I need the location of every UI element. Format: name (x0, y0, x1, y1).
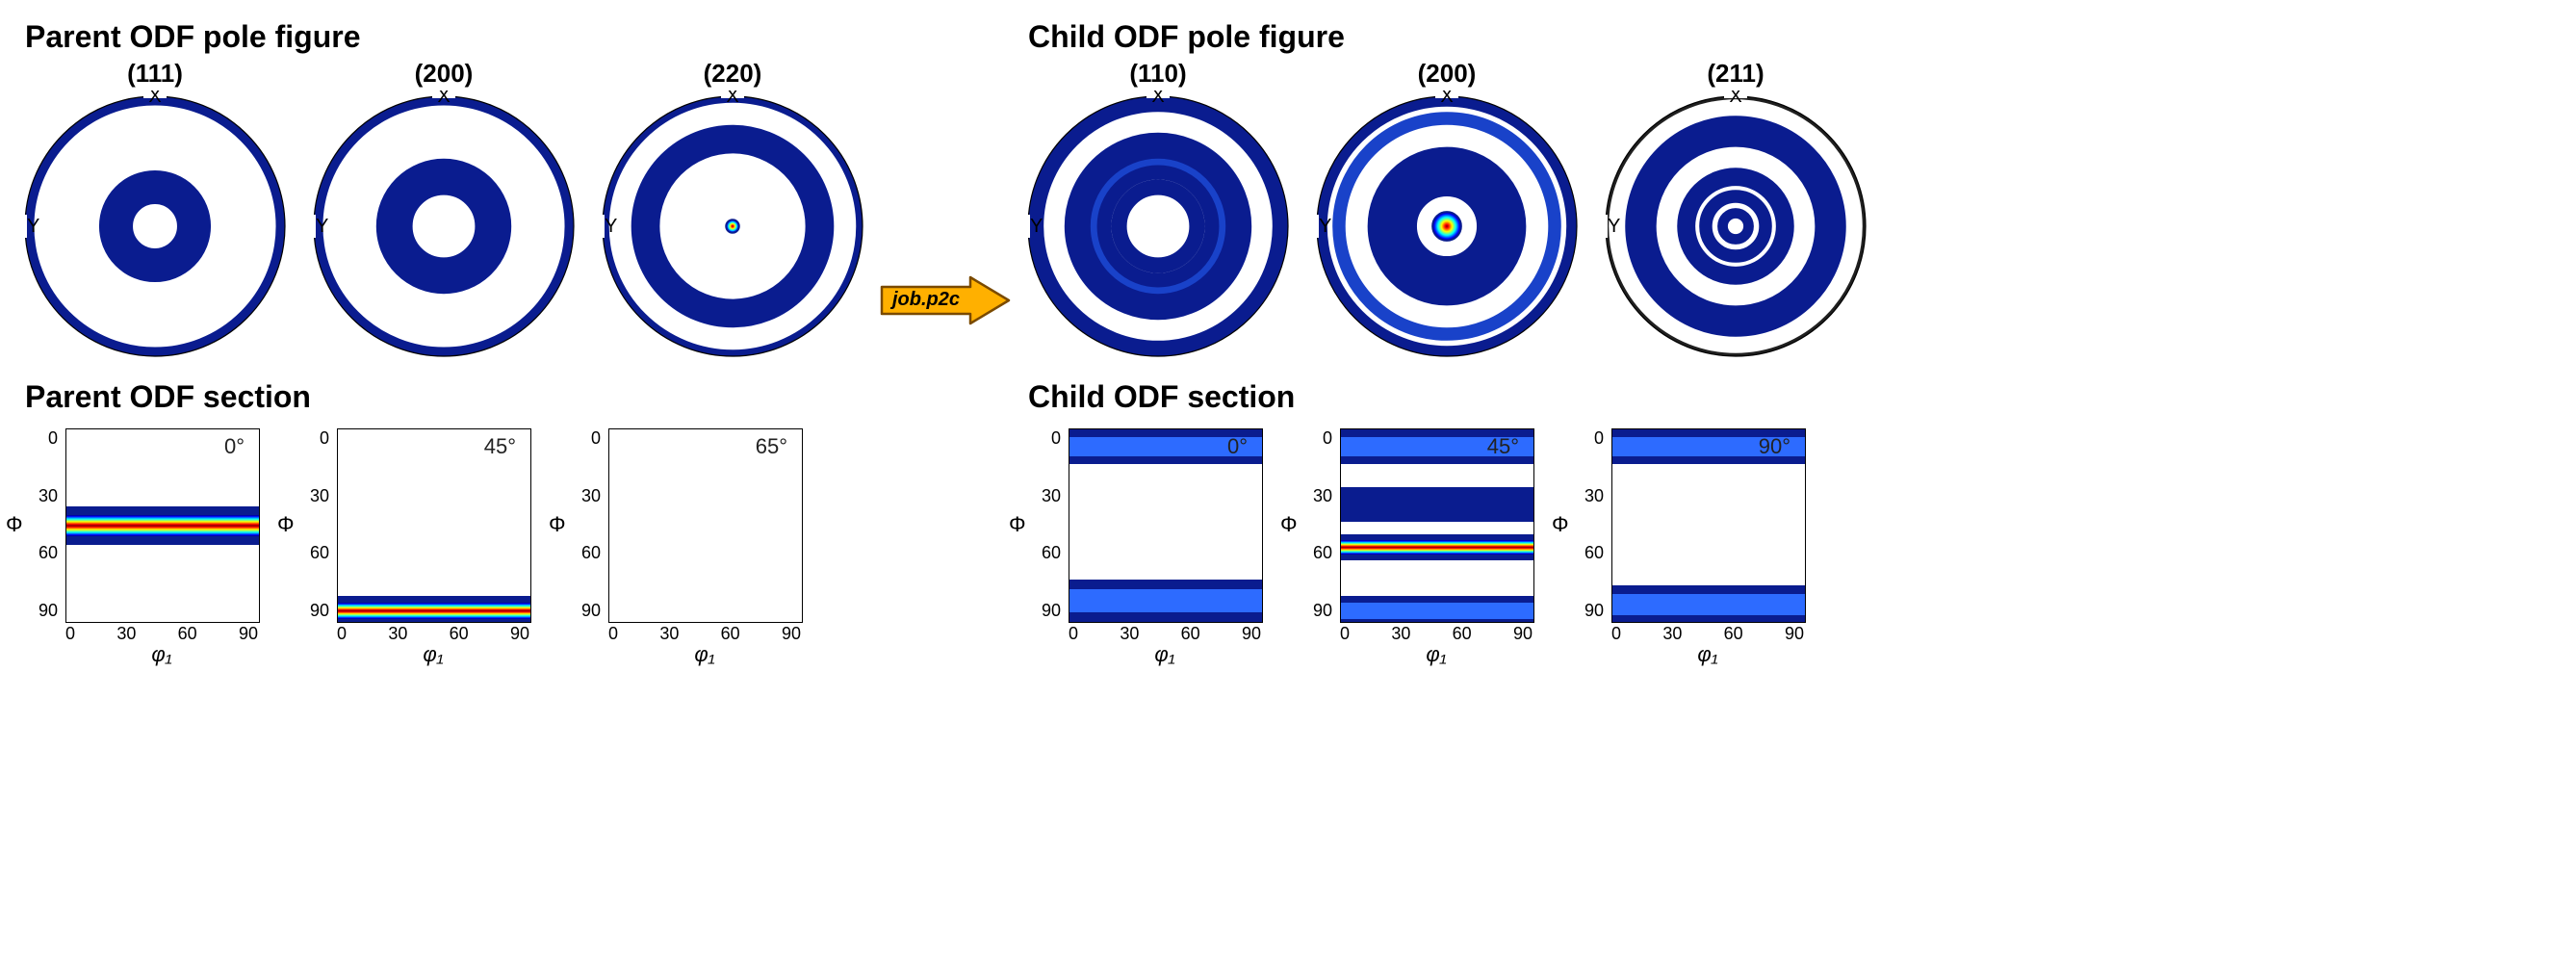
parent-sec-row: 0°03060900306090Φφ₁ 45°03060900306090Φφ₁ 6… (25, 428, 868, 659)
svg-text:Y: Y (1608, 216, 1620, 237)
svg-text:X: X (437, 90, 450, 107)
child-section-2-xlabel: φ₁ (1697, 642, 1717, 667)
parent-section-0-phi2-label: 0° (224, 434, 245, 459)
parent-section-1-ylabel: Φ (277, 512, 295, 537)
child-sec-row: 0°03060900306090Φφ₁ 45°03060900306090Φφ₁ 9… (1028, 428, 1871, 659)
parent-section-0: 0°03060900306090Φφ₁ (65, 428, 258, 621)
child-section-1-phi2-label: 45° (1487, 434, 1519, 459)
svg-text:Y: Y (316, 216, 328, 237)
child-polefig-2: (211)XY (1600, 59, 1871, 362)
child-polefig-2-label: (211) (1707, 59, 1764, 89)
parent-polefig-1-plot: XY (308, 90, 580, 362)
parent-section-0-ylabel: Φ (6, 512, 23, 537)
child-section-2-ylabel: Φ (1552, 512, 1569, 537)
child-section-2-phi2-label: 90° (1759, 434, 1790, 459)
p2c-arrow-icon: job.p2c (878, 273, 1013, 327)
parent-section-2-ylabel: Φ (549, 512, 566, 537)
parent-section-2: 65°03060900306090Φφ₁ (608, 428, 801, 621)
child-polefig-0-label: (110) (1129, 59, 1186, 89)
child-polefig-1-plot: XY (1311, 90, 1583, 362)
child-section-0-phi2-label: 0° (1227, 434, 1248, 459)
parent-section-2-phi2-label: 65° (756, 434, 787, 459)
child-section-0: 0°03060900306090Φφ₁ (1069, 428, 1261, 621)
parent-polefig-2-label: (220) (704, 59, 762, 89)
child-polefig-0: (110)XY (1022, 59, 1294, 362)
parent-section-1: 45°03060900306090Φφ₁ (337, 428, 529, 621)
child-pf-title: Child ODF pole figure (1028, 19, 1871, 55)
svg-text:X: X (1440, 90, 1453, 107)
child-section-1-ylabel: Φ (1280, 512, 1298, 537)
child-section-1: 45°03060900306090Φφ₁ (1340, 428, 1533, 621)
parent-section-1-phi2-label: 45° (484, 434, 516, 459)
child-pf-row: (110)XY(200)XY(211)XY (1022, 59, 1871, 362)
parent-polefig-0: (111)XY (19, 59, 291, 362)
svg-text:Y: Y (605, 216, 617, 237)
svg-text:X: X (148, 90, 161, 107)
parent-polefig-2: (220)XY (597, 59, 868, 362)
child-sec-title: Child ODF section (1028, 379, 1871, 415)
arrow-column: job.p2c (868, 19, 1022, 366)
parent-section-1-xlabel: φ₁ (423, 642, 443, 667)
child-polefig-2-plot: XY (1600, 90, 1871, 362)
child-section-0-ylabel: Φ (1009, 512, 1026, 537)
parent-polefig-0-label: (111) (127, 59, 183, 89)
svg-text:Y: Y (27, 216, 39, 237)
child-polefig-1-label: (200) (1418, 59, 1477, 89)
parent-block: Parent ODF pole figure (111)XY(200)XY(22… (19, 19, 868, 659)
child-polefig-1: (200)XY (1311, 59, 1583, 362)
parent-polefig-0-plot: XY (19, 90, 291, 362)
child-section-0-xlabel: φ₁ (1154, 642, 1174, 667)
svg-text:X: X (1151, 90, 1164, 107)
svg-text:Y: Y (1319, 216, 1331, 237)
child-section-1-band-1 (1341, 487, 1533, 522)
child-section-2: 90°03060900306090Φφ₁ (1611, 428, 1804, 621)
parent-section-2-xlabel: φ₁ (694, 642, 714, 667)
child-polefig-0-plot: XY (1022, 90, 1294, 362)
child-block: Child ODF pole figure (110)XY(200)XY(211… (1022, 19, 1871, 659)
parent-polefig-1-label: (200) (415, 59, 474, 89)
parent-polefig-2-plot: XY (597, 90, 868, 362)
child-section-1-xlabel: φ₁ (1426, 642, 1446, 667)
svg-text:X: X (1729, 90, 1741, 107)
parent-polefig-1: (200)XY (308, 59, 580, 362)
svg-text:X: X (726, 90, 738, 107)
parent-sec-title: Parent ODF section (25, 379, 868, 415)
parent-pf-row: (111)XY(200)XY(220)XY (19, 59, 868, 362)
svg-text:job.p2c: job.p2c (889, 289, 960, 310)
top-row: Parent ODF pole figure (111)XY(200)XY(22… (19, 19, 2557, 659)
parent-pf-title: Parent ODF pole figure (25, 19, 868, 55)
parent-section-0-xlabel: φ₁ (151, 642, 171, 667)
svg-text:Y: Y (1030, 216, 1043, 237)
